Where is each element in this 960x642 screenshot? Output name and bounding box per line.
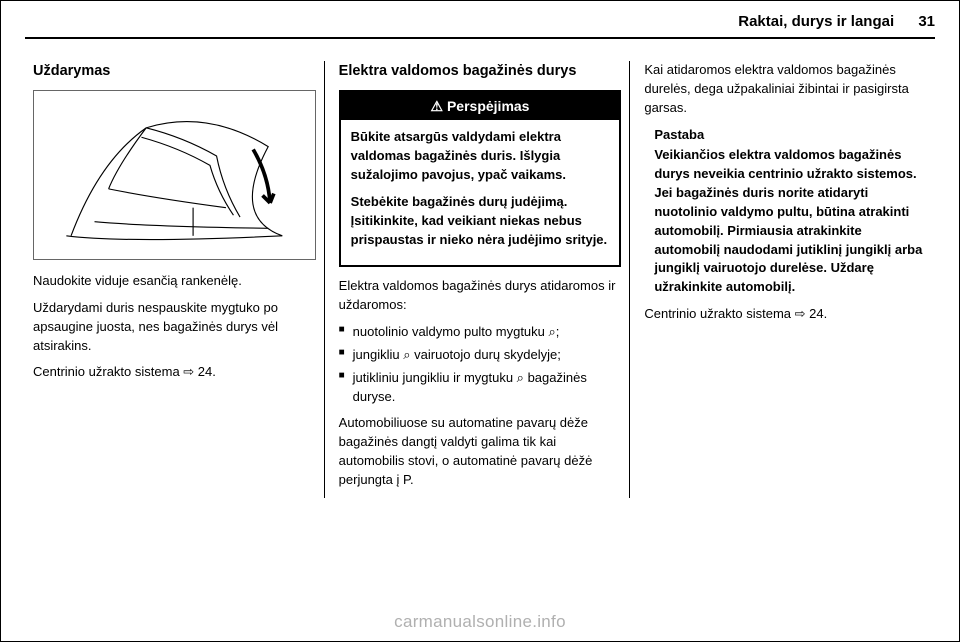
col-1: Uždarymas	[25, 61, 324, 498]
col1-p2: Uždarydami duris nespauskite mygtuko po …	[33, 299, 316, 356]
col3-p2: Centrinio užrakto sistema ⇨ 24.	[644, 305, 927, 324]
col2-p1: Elektra valdomos bagažinės durys atidaro…	[339, 277, 622, 315]
warning-title: ⚠ Perspėjimas	[341, 92, 620, 120]
page-number: 31	[918, 13, 935, 30]
col2-p2: Automobiliuose su automatine pavarų dėže…	[339, 414, 622, 489]
warn-p2: Stebėkite bagažinės durų judėjimą. Įsiti…	[351, 193, 610, 250]
note-box: Pastaba Veikiančios elektra valdomos bag…	[644, 126, 927, 298]
col1-p1: Naudokite viduje esančią rankenėlę.	[33, 272, 316, 291]
warn-p1: Būkite atsargūs valdydami elektra valdom…	[351, 128, 610, 185]
list-item: jutikliniu jungikliu ir mygtuku ⌕ bagaži…	[339, 369, 622, 407]
page-header: Raktai, durys ir langai 31	[738, 11, 935, 33]
page: Raktai, durys ir langai 31 Uždarymas	[0, 0, 960, 642]
trunk-svg	[41, 95, 308, 255]
col1-p3: Centrinio užrakto sistema ⇨ 24.	[33, 363, 316, 382]
col-3: Kai atidaromos elektra valdomos bagažinė…	[629, 61, 935, 498]
col1-subhead: Uždarymas	[33, 61, 316, 82]
col-2: Elektra valdomos bagažinės durys ⚠ Persp…	[324, 61, 630, 498]
col2-subhead: Elektra valdomos bagažinės durys	[339, 61, 622, 82]
list-item: jungikliu ⌕ vairuotojo durų skydelyje;	[339, 346, 622, 365]
header-rule	[25, 37, 935, 39]
col2-list: nuotolinio valdymo pulto mygtuku ⌕; jung…	[339, 323, 622, 406]
warning-box: ⚠ Perspėjimas Būkite atsargūs valdydami …	[339, 90, 622, 267]
chapter-title: Raktai, durys ir langai	[738, 13, 894, 30]
note-body: Veikiančios elektra valdomos bagažinės d…	[644, 146, 927, 297]
columns: Uždarymas	[1, 49, 959, 498]
watermark: carmanualsonline.info	[1, 610, 959, 635]
note-head: Pastaba	[644, 126, 927, 145]
warning-body: Būkite atsargūs valdydami elektra valdom…	[341, 120, 620, 265]
trunk-close-illustration	[33, 90, 316, 260]
list-item: nuotolinio valdymo pulto mygtuku ⌕;	[339, 323, 622, 342]
col3-p1: Kai atidaromos elektra valdomos bagažinė…	[644, 61, 927, 118]
